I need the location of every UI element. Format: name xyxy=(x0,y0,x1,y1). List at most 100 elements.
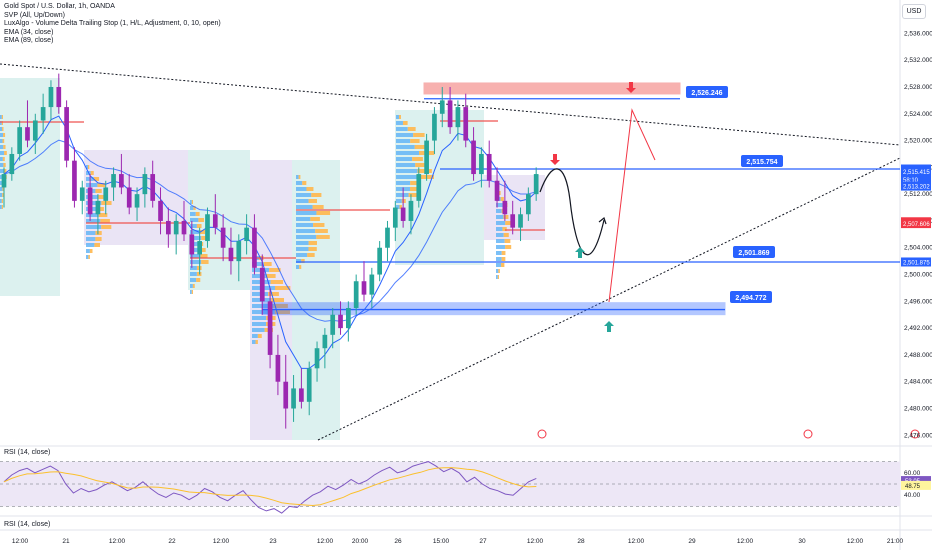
trend-lines xyxy=(0,63,901,441)
price-tick-label: 2,512.000 xyxy=(904,191,932,198)
event-flag-icon xyxy=(537,429,547,439)
candle-body xyxy=(9,153,15,175)
rsi-legend[interactable]: RSI (14, close) xyxy=(4,449,51,456)
time-tick-label: 28 xyxy=(577,538,585,545)
price-tag-label: 2,501.875 xyxy=(903,260,930,266)
candle-body xyxy=(72,160,77,201)
profile-bar-up xyxy=(296,181,303,185)
candle-body xyxy=(361,281,367,295)
indicator-luxalgo[interactable]: LuxAlgo - Volume Delta Trailing Stop (1,… xyxy=(4,20,221,28)
time-tick-label: 12:00 xyxy=(317,538,334,545)
arrow-up-icon xyxy=(575,247,585,258)
candle-body xyxy=(228,247,234,262)
candle-body xyxy=(166,220,171,235)
time-tick-label: 21:00 xyxy=(887,538,904,545)
profile-bar-down xyxy=(410,187,420,191)
arrow-up-icon xyxy=(604,321,614,332)
candle-body xyxy=(95,200,101,215)
profile-bar-down xyxy=(413,133,425,137)
candle-body xyxy=(1,174,7,188)
candle-body xyxy=(197,241,202,255)
price-tag-label: 58:10 xyxy=(903,178,919,184)
price-tick-label: 2,520.000 xyxy=(904,138,932,145)
candle-body xyxy=(32,120,38,141)
price-tag-box xyxy=(901,174,931,184)
resistance-trendline xyxy=(0,63,901,146)
profile-bar-up xyxy=(496,239,505,243)
profile-bar-down xyxy=(498,269,500,273)
candle-body xyxy=(79,187,85,201)
level-label: 2,494.772 xyxy=(735,295,766,302)
price-tag-box xyxy=(901,181,931,191)
profile-bar-up xyxy=(496,215,504,219)
candle-body xyxy=(40,107,46,121)
profile-bar-down xyxy=(407,127,416,131)
profile-bar-up xyxy=(0,205,2,209)
profile-bar-up xyxy=(190,206,194,210)
profile-bar-down xyxy=(201,260,209,264)
time-tick-label: 27 xyxy=(479,538,487,545)
price-tick-label: 2,504.000 xyxy=(904,245,932,252)
profile-bar-up xyxy=(396,157,413,161)
profile-bar-up xyxy=(0,193,3,197)
session-boxes xyxy=(0,78,545,440)
candle-body xyxy=(330,314,336,335)
indicator-ema89[interactable]: EMA (89, close) xyxy=(4,37,54,45)
currency-button[interactable]: USD xyxy=(902,4,926,19)
profile-bar-up xyxy=(252,316,267,320)
rsi-ma-tag xyxy=(901,480,931,490)
profile-bar-up xyxy=(396,169,418,173)
profile-bar-down xyxy=(412,157,423,161)
profile-bar-down xyxy=(94,243,100,247)
candle-body xyxy=(424,140,429,175)
candle-body xyxy=(400,207,406,221)
profile-bar-down xyxy=(195,212,200,216)
indicator-ema34[interactable]: EMA (34, close) xyxy=(4,28,54,36)
profile-bar-down xyxy=(316,235,330,239)
profile-bar-up xyxy=(396,199,402,203)
candle-body xyxy=(259,267,265,302)
profile-bar-up xyxy=(0,181,3,185)
profile-bar-down xyxy=(273,304,288,308)
profile-bar-up xyxy=(190,278,197,282)
profile-bar-down xyxy=(4,151,7,155)
profile-bar-down xyxy=(410,139,420,143)
candle-body xyxy=(173,220,179,235)
symbol-title[interactable]: Gold Spot / U.S. Dollar, 1h, OANDA xyxy=(4,3,115,10)
profile-bar-down xyxy=(498,191,501,195)
profile-bar-up xyxy=(396,127,408,131)
volume-profiles xyxy=(0,115,512,344)
time-tick-label: 12:00 xyxy=(527,538,544,545)
profile-bar-up xyxy=(496,227,503,231)
time-tick-label: 29 xyxy=(688,538,696,545)
indicator-svp[interactable]: SVP (All, Up/Down) xyxy=(4,11,65,19)
profile-bar-up xyxy=(0,139,3,143)
profile-bar-down xyxy=(505,221,512,225)
profile-bar-down xyxy=(398,115,401,119)
level-label: 2,526.246 xyxy=(691,90,722,97)
profile-bar-down xyxy=(263,262,272,266)
profile-bar-down xyxy=(316,211,331,215)
profile-bar-down xyxy=(201,236,209,240)
profile-bar-up xyxy=(86,243,95,247)
profile-bar-up xyxy=(252,274,267,278)
profile-bar-up xyxy=(252,262,264,266)
rsi-legend-2[interactable]: RSI (14, close) xyxy=(4,521,51,528)
profile-bar-down xyxy=(402,121,408,125)
demand-zone xyxy=(261,302,726,316)
profile-bar-down xyxy=(266,274,276,278)
candle-body xyxy=(346,308,351,329)
profile-bar-up xyxy=(0,163,4,167)
price-tag-label: 2,507.606 xyxy=(903,222,930,228)
profile-bar-up xyxy=(190,224,197,228)
profile-bar-down xyxy=(255,340,258,344)
profile-bar-up xyxy=(496,269,499,273)
profile-bar-down xyxy=(95,231,102,235)
time-tick-label: 12:00 xyxy=(628,538,645,545)
price-tick-label: 2,524.000 xyxy=(904,111,932,118)
profile-bar-down xyxy=(270,280,284,284)
profile-bar-up xyxy=(496,233,504,237)
profile-bar-up xyxy=(190,200,192,204)
